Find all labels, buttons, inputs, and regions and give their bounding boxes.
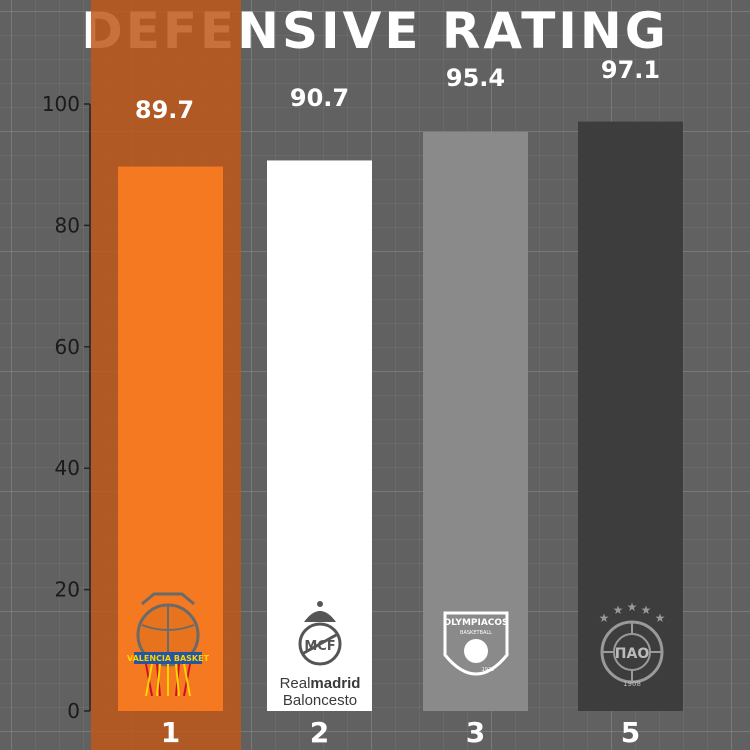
y-tick-label: 40 <box>55 456 80 480</box>
olympiacos-logo-year: 1925 <box>482 667 495 673</box>
svg-text:★: ★ <box>627 600 638 614</box>
value-label: 90.7 <box>290 84 349 112</box>
panathinaikos-logo-year: 1908 <box>623 680 641 688</box>
y-tick-label: 20 <box>55 578 80 602</box>
y-tick-label: 60 <box>55 335 80 359</box>
bar-2 <box>267 160 372 712</box>
bar-5 <box>578 121 683 711</box>
value-labels-group: 89.7 90.7 95.4 97.1 <box>135 56 660 124</box>
value-label: 97.1 <box>601 56 660 84</box>
category-label: 5 <box>621 716 640 749</box>
category-label: 2 <box>310 716 329 749</box>
olympiacos-logo: OLYMPIACOS BASKETBALL 1925 <box>443 611 509 676</box>
real-madrid-wordmark: Realmadrid <box>280 675 361 692</box>
svg-text:★: ★ <box>599 611 610 625</box>
y-tick-label: 80 <box>55 213 80 237</box>
svg-text:★: ★ <box>613 603 624 617</box>
svg-text:MCF: MCF <box>304 639 335 654</box>
value-label: 89.7 <box>135 96 194 124</box>
valencia-logo-text: VALENCIA BASKET <box>127 654 210 663</box>
value-label: 95.4 <box>446 64 505 92</box>
valencia-basket-logo: VALENCIA BASKET <box>127 592 210 697</box>
category-label: 3 <box>466 716 485 749</box>
real-madrid-subtitle: Baloncesto <box>283 692 357 709</box>
olympiacos-logo-text: OLYMPIACOS <box>443 618 508 628</box>
category-labels-group: 1 2 3 5 <box>161 716 640 749</box>
svg-text:★: ★ <box>655 611 666 625</box>
y-tick-label: 0 <box>67 699 80 723</box>
category-label: 1 <box>161 716 180 749</box>
olympiacos-logo-subtext: BASKETBALL <box>460 630 492 636</box>
panathinaikos-logo-letters: ΠΑΟ <box>615 646 650 662</box>
svg-text:★: ★ <box>641 603 652 617</box>
y-axis: 0 20 40 60 80 100 <box>42 92 90 723</box>
y-tick-label: 100 <box>42 92 80 116</box>
bars-group <box>118 121 683 712</box>
